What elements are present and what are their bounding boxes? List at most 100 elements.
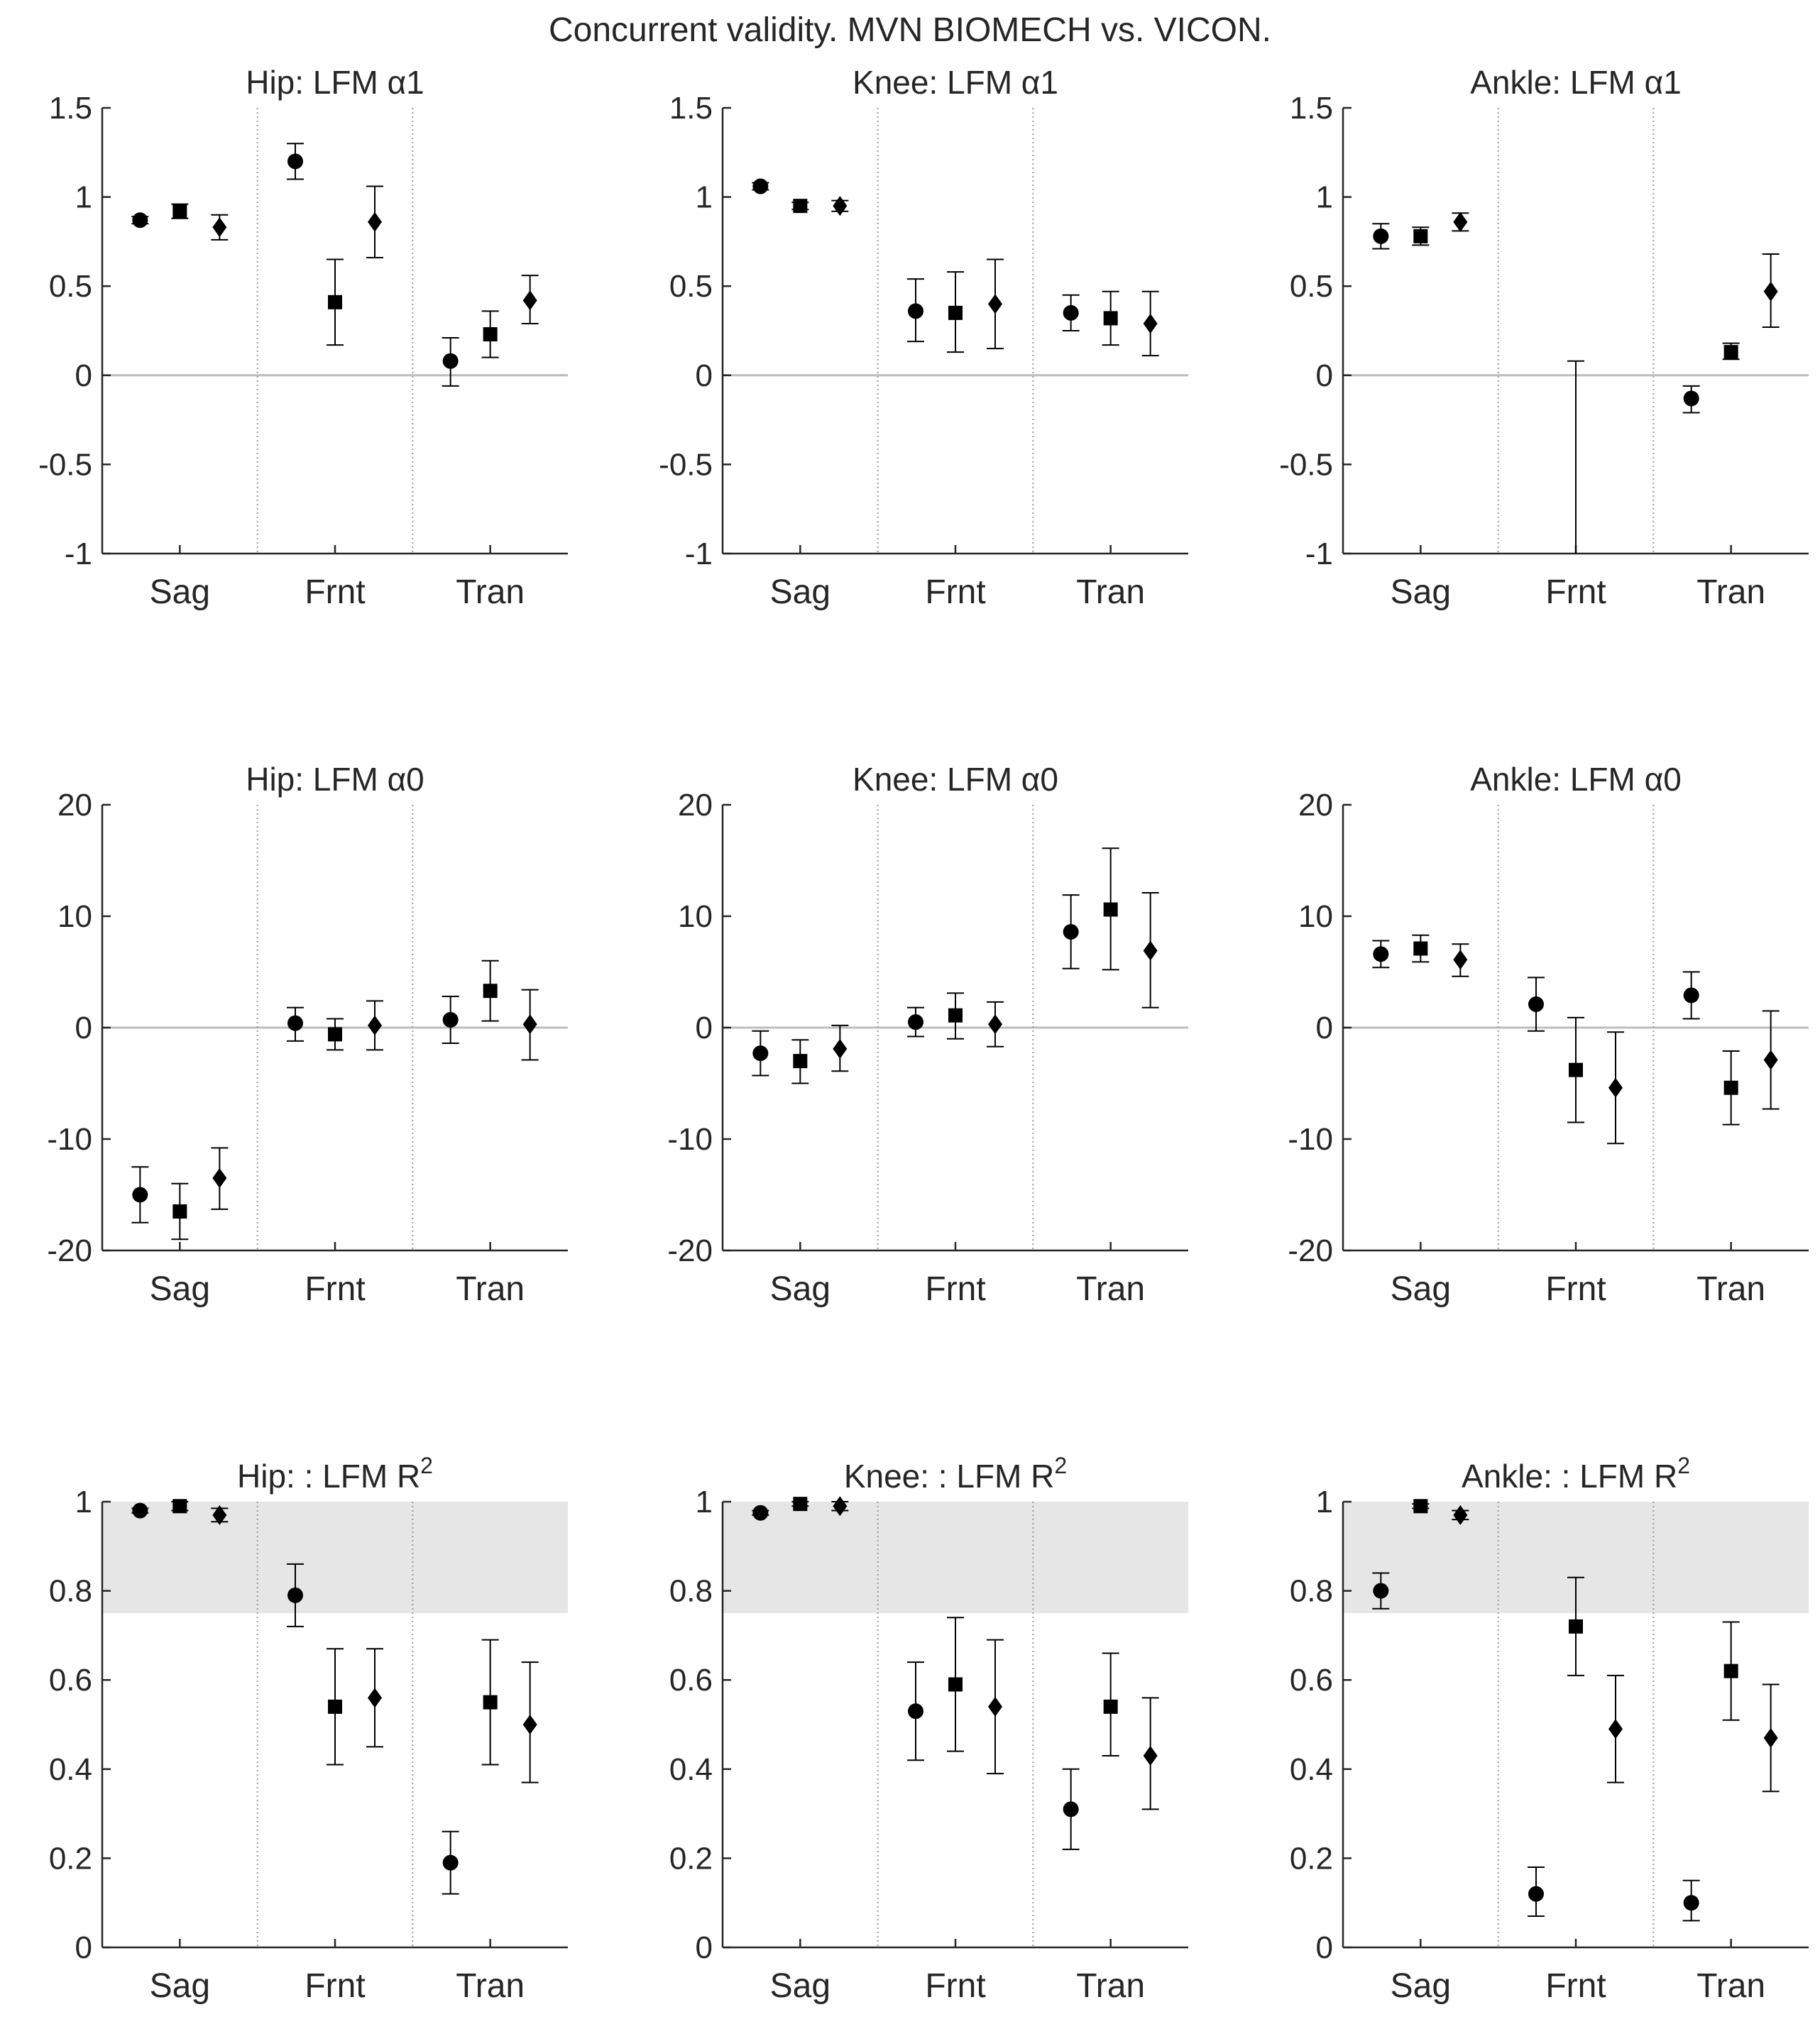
data-point-sag-circle [752, 1505, 769, 1521]
y-tick-label: 0 [1316, 1011, 1333, 1045]
marker-diamond [1608, 1077, 1623, 1098]
data-point-tran-diamond [1762, 253, 1780, 328]
y-tick-label: -1 [65, 537, 92, 571]
data-point-tran-diamond [1141, 892, 1159, 1008]
x-tick-label: Tran [1076, 573, 1145, 611]
x-tick-label: Frnt [305, 1967, 365, 2005]
data-point-sag-square [1412, 1499, 1430, 1514]
data-point-tran-circle [442, 996, 459, 1044]
data-point-tran-circle [442, 337, 459, 387]
marker-circle [442, 1012, 459, 1028]
y-tick-label: 10 [678, 899, 713, 934]
data-point-sag-diamond [831, 1024, 849, 1072]
chart-title: Knee: : LFM R2 [844, 1453, 1067, 1495]
x-tick-label: Tran [1696, 1270, 1765, 1308]
marker-square [793, 1497, 808, 1512]
marker-square [328, 295, 342, 309]
marker-diamond [1453, 1505, 1468, 1525]
data-point-sag-diamond [211, 1505, 229, 1525]
chart-panel-knee-r2: 0 0.2 0.4 0.6 0.8 1 Sag Frnt Tran Knee: : LFM R2 [669, 1453, 1188, 2005]
marker-circle [287, 1015, 303, 1031]
marker-circle [132, 212, 148, 229]
data-point-sag-diamond [831, 196, 849, 216]
chart-title-superscript: 2 [420, 1453, 433, 1478]
data-point-sag-square [171, 1182, 189, 1241]
marker-diamond [833, 1496, 848, 1517]
data-point-frnt-circle [1528, 1866, 1545, 1918]
data-point-tran-square [1722, 1621, 1740, 1721]
y-tick-label: 20 [678, 788, 713, 823]
marker-square [1103, 1699, 1118, 1714]
chart-panel-hip-r2: 0 0.2 0.4 0.6 0.8 1 Sag Frnt Tran Hip: : LFM R2 [49, 1453, 568, 2005]
marker-diamond [1608, 1719, 1623, 1739]
marker-square [1723, 345, 1738, 360]
y-tick-label: 10 [57, 899, 92, 934]
marker-diamond [212, 217, 227, 238]
data-point-tran-diamond [521, 989, 539, 1061]
data-point-tran-square [481, 959, 499, 1022]
marker-circle [1373, 228, 1389, 244]
chart-title-text: Hip: LFM α0 [246, 761, 424, 798]
marker-circle [908, 303, 923, 319]
marker-diamond [368, 1015, 382, 1035]
data-point-tran-circle [1062, 294, 1080, 331]
data-point-frnt-circle [907, 1006, 924, 1038]
data-point-tran-square [1102, 847, 1119, 971]
y-tick-label: 1.5 [49, 91, 92, 126]
marker-diamond [988, 1696, 1002, 1717]
data-point-tran-square [1102, 1652, 1119, 1756]
data-point-sag-circle [752, 1030, 769, 1077]
y-tick-label: 0 [696, 1011, 713, 1045]
x-tick-label: Sag [150, 1270, 210, 1308]
y-tick-label: 1 [75, 180, 92, 215]
y-tick-label: -0.5 [38, 447, 92, 482]
y-tick-label: 0 [1316, 1930, 1333, 1965]
data-point-tran-diamond [1762, 1010, 1780, 1110]
data-point-sag-diamond [831, 1496, 849, 1517]
chart-title-text: Knee: LFM α1 [853, 64, 1058, 101]
marker-circle [908, 1703, 923, 1720]
chart-title: Hip: LFM α1 [246, 64, 424, 101]
chart-grid: -1 -0.5 0 0.5 1 1.5 Sag Frnt Tran Hip: LFM α1 -1 -0… [38, 64, 1809, 2005]
y-tick-label: -0.5 [1279, 447, 1333, 482]
data-point-frnt-diamond [987, 1639, 1004, 1775]
data-point-sag-square [791, 199, 809, 214]
data-point-sag-circle [131, 1502, 149, 1519]
marker-circle [752, 1045, 769, 1062]
marker-diamond [212, 1505, 227, 1525]
chart-panel-hip-a1: -1 -0.5 0 0.5 1 1.5 Sag Frnt Tran Hip: LFM α1 [38, 64, 568, 611]
figure-title: Concurrent validity. MVN BIOMECH vs. VIC… [549, 11, 1271, 49]
marker-square [1413, 941, 1428, 956]
data-point-frnt-circle [907, 1661, 924, 1761]
y-tick-label: 0 [696, 358, 713, 393]
marker-circle [752, 178, 769, 194]
y-tick-label: 20 [57, 788, 92, 823]
marker-square [948, 305, 963, 320]
marker-diamond [1143, 940, 1158, 961]
data-point-frnt-diamond [987, 258, 1004, 350]
y-tick-label: 20 [1298, 788, 1333, 823]
marker-square [1569, 1619, 1583, 1634]
chart-title-text: Hip: : LFM R [237, 1458, 420, 1495]
data-point-frnt-square [1567, 1576, 1584, 1676]
x-tick-label: Frnt [1545, 1270, 1606, 1308]
data-point-sag-circle [131, 1166, 149, 1224]
marker-square [172, 204, 187, 219]
marker-circle [908, 1014, 923, 1030]
data-point-sag-circle [752, 178, 769, 194]
data-point-sag-square [791, 1497, 809, 1512]
y-tick-label: 1.5 [669, 91, 713, 126]
y-tick-label: 0 [75, 1011, 92, 1045]
y-tick-label: 1.5 [1290, 91, 1333, 126]
y-tick-label: -1 [1305, 537, 1333, 571]
marker-diamond [1453, 950, 1468, 970]
marker-circle [1683, 987, 1699, 1003]
chart-title-superscript: 2 [1054, 1453, 1067, 1478]
marker-circle [752, 1505, 769, 1521]
x-tick-label: Frnt [1545, 573, 1606, 611]
y-tick-label: -10 [1288, 1122, 1333, 1157]
data-point-tran-square [481, 310, 499, 358]
data-point-tran-circle [1062, 894, 1080, 969]
x-tick-label: Sag [150, 1967, 210, 2005]
